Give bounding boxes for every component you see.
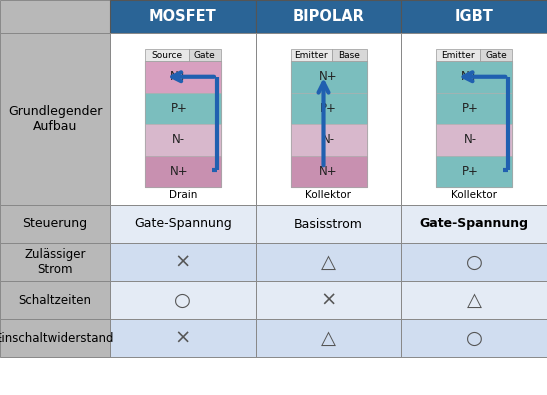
Bar xyxy=(401,319,547,357)
Bar xyxy=(0,319,110,357)
Bar xyxy=(0,0,110,33)
Text: Zulässiger
Strom: Zulässiger Strom xyxy=(24,248,86,276)
Bar xyxy=(401,281,547,319)
Text: Source: Source xyxy=(152,51,183,60)
Bar xyxy=(401,243,547,281)
Text: N-: N- xyxy=(172,133,185,146)
Text: Kollektor: Kollektor xyxy=(451,190,497,200)
Text: MOSFET: MOSFET xyxy=(149,9,217,24)
Text: N-: N- xyxy=(464,133,477,146)
Bar xyxy=(401,0,547,33)
Bar xyxy=(290,61,366,187)
Bar xyxy=(145,61,221,187)
Text: Einschaltwiderstand: Einschaltwiderstand xyxy=(0,331,115,344)
Text: ○: ○ xyxy=(465,329,482,348)
Bar xyxy=(145,124,221,156)
Text: △: △ xyxy=(321,329,336,348)
Text: Base: Base xyxy=(339,51,360,60)
Bar xyxy=(255,205,401,243)
Bar xyxy=(255,243,401,281)
Text: N-: N- xyxy=(322,133,335,146)
Bar xyxy=(0,33,110,205)
Bar xyxy=(480,49,512,61)
Text: P+: P+ xyxy=(462,102,479,115)
Bar xyxy=(110,33,255,205)
Text: N+: N+ xyxy=(319,165,338,178)
Text: Gate-Spannung: Gate-Spannung xyxy=(420,218,528,231)
Text: Schaltzeiten: Schaltzeiten xyxy=(19,293,91,307)
Bar xyxy=(332,49,366,61)
Bar xyxy=(436,61,512,187)
Bar xyxy=(401,205,547,243)
Text: BIPOLAR: BIPOLAR xyxy=(293,9,364,24)
Bar xyxy=(0,281,110,319)
Text: Grundlegender
Aufbau: Grundlegender Aufbau xyxy=(8,105,102,133)
Bar xyxy=(110,281,255,319)
Bar xyxy=(255,33,401,205)
Text: ○: ○ xyxy=(174,290,191,310)
Bar xyxy=(0,205,110,243)
Bar xyxy=(110,243,255,281)
Text: △: △ xyxy=(321,252,336,271)
Bar xyxy=(401,33,547,205)
Bar xyxy=(255,319,401,357)
Text: N+: N+ xyxy=(461,70,480,83)
Text: Basisstrom: Basisstrom xyxy=(294,218,363,231)
Bar xyxy=(436,124,512,156)
Text: N+: N+ xyxy=(170,70,188,83)
Bar xyxy=(110,205,255,243)
Bar xyxy=(436,61,512,92)
Text: P+: P+ xyxy=(171,102,187,115)
Text: Emitter: Emitter xyxy=(441,51,475,60)
Text: △: △ xyxy=(467,290,482,310)
Text: Gate-Spannung: Gate-Spannung xyxy=(134,218,232,231)
Text: P+: P+ xyxy=(462,165,479,178)
Bar xyxy=(145,92,221,124)
Bar xyxy=(290,61,366,92)
Text: Gate: Gate xyxy=(194,51,216,60)
Text: P+: P+ xyxy=(320,102,337,115)
Bar xyxy=(110,0,255,33)
Bar xyxy=(255,0,401,33)
Text: IGBT: IGBT xyxy=(455,9,493,24)
Bar xyxy=(436,156,512,187)
Text: Gate: Gate xyxy=(485,51,507,60)
Bar xyxy=(0,243,110,281)
Text: N+: N+ xyxy=(170,165,188,178)
Text: ×: × xyxy=(174,329,191,348)
Bar xyxy=(145,156,221,187)
Text: Kollektor: Kollektor xyxy=(306,190,352,200)
Text: Steuerung: Steuerung xyxy=(22,218,88,231)
Bar xyxy=(436,49,480,61)
Text: N+: N+ xyxy=(319,70,338,83)
Text: Emitter: Emitter xyxy=(295,51,328,60)
Bar xyxy=(436,92,512,124)
Text: Drain: Drain xyxy=(168,190,197,200)
Bar xyxy=(290,49,332,61)
Bar xyxy=(255,281,401,319)
Text: ×: × xyxy=(321,290,337,310)
Bar xyxy=(110,319,255,357)
Bar xyxy=(145,61,221,92)
Bar xyxy=(189,49,221,61)
Text: ○: ○ xyxy=(465,252,482,271)
Bar xyxy=(290,124,366,156)
Bar xyxy=(290,156,366,187)
Bar xyxy=(145,49,189,61)
Bar xyxy=(290,92,366,124)
Text: ×: × xyxy=(174,252,191,271)
